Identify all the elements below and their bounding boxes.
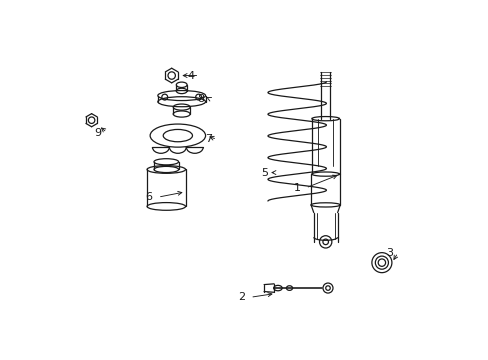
Text: 6: 6 [145,192,152,202]
Text: 2: 2 [238,292,244,302]
Text: 5: 5 [261,167,267,177]
Text: 3: 3 [385,248,392,258]
Text: 8: 8 [197,94,204,104]
Text: 9: 9 [95,127,102,138]
Text: 4: 4 [187,71,194,81]
Text: 7: 7 [204,134,211,144]
Text: 1: 1 [293,183,300,193]
